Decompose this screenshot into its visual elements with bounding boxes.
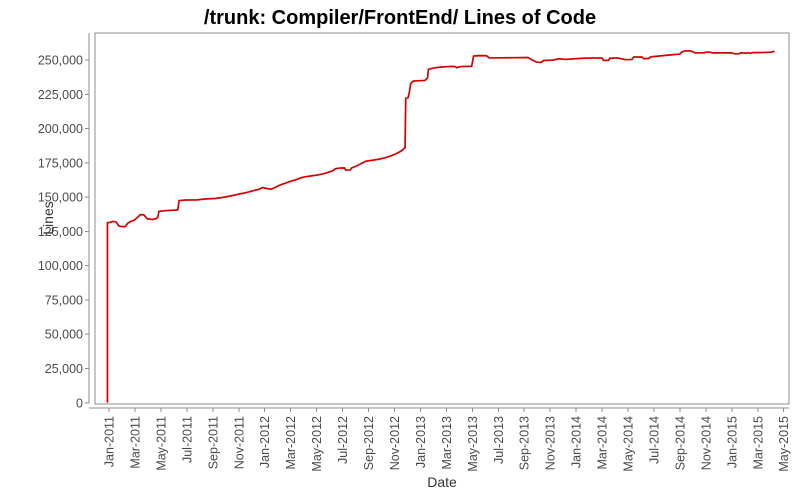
x-tick-label: Jan-2014 (570, 416, 584, 468)
x-axis-title: Date (427, 474, 457, 490)
x-tick-label: Sep-2011 (206, 416, 220, 469)
x-tick-label: Jan-2015 (725, 416, 739, 468)
x-tick-label: Mar-2014 (596, 416, 610, 470)
y-tick-label: 175,000 (38, 156, 83, 170)
x-tick-label: Jul-2013 (492, 416, 506, 464)
y-tick-label: 75,000 (45, 293, 83, 307)
y-tick-label: 25,000 (45, 362, 83, 376)
plot-frame (94, 32, 790, 405)
x-tick-label: Jul-2011 (180, 416, 194, 463)
y-tick-label: 225,000 (38, 88, 83, 102)
y-tick-label: 100,000 (38, 259, 83, 273)
x-tick-label: Sep-2013 (518, 416, 532, 470)
x-tick-label: Mar-2015 (751, 416, 765, 470)
x-tick-label: Nov-2013 (544, 416, 558, 470)
y-tick-label: 250,000 (38, 54, 83, 68)
x-tick-label: May-2011 (154, 416, 168, 471)
y-tick-label: 150,000 (38, 191, 83, 205)
series-line-lines-of-code (106, 49, 775, 403)
y-tick-label: 0 (76, 396, 83, 410)
axes: 0 25,000 50,000 75,000 100,000 125,000 150,000… (38, 32, 791, 472)
x-tick-label: Sep-2014 (673, 416, 687, 470)
x-tick-label: Sep-2012 (362, 416, 376, 470)
y-axis-title: Lines (40, 201, 56, 234)
y-tick-label: 50,000 (45, 328, 83, 342)
x-tick-label: Nov-2014 (699, 416, 713, 470)
x-tick-label: May-2012 (310, 416, 324, 472)
y-tick-label: 200,000 (38, 122, 83, 136)
x-tick-label: Jan-2011 (103, 416, 117, 467)
x-tick-label: Mar-2011 (128, 416, 142, 469)
y-tick-label: 125,000 (38, 225, 83, 239)
x-tick-label: Mar-2012 (284, 416, 298, 470)
x-tick-label: Nov-2012 (388, 416, 402, 470)
loc-series (106, 49, 775, 403)
x-tick-label: Nov-2011 (232, 416, 246, 469)
x-tick-label: May-2013 (466, 416, 480, 472)
x-tick-label: Mar-2013 (440, 416, 454, 470)
x-tick-label: Jul-2014 (647, 416, 661, 464)
x-tick-label: May-2015 (777, 416, 791, 472)
x-tick-label: Jan-2012 (258, 416, 272, 468)
chart-title: /trunk: Compiler/FrontEnd/ Lines of Code (204, 7, 596, 29)
x-tick-label: Jul-2012 (336, 416, 350, 464)
x-tick-label: Jan-2013 (414, 416, 428, 468)
x-tick-label: May-2014 (622, 416, 636, 472)
